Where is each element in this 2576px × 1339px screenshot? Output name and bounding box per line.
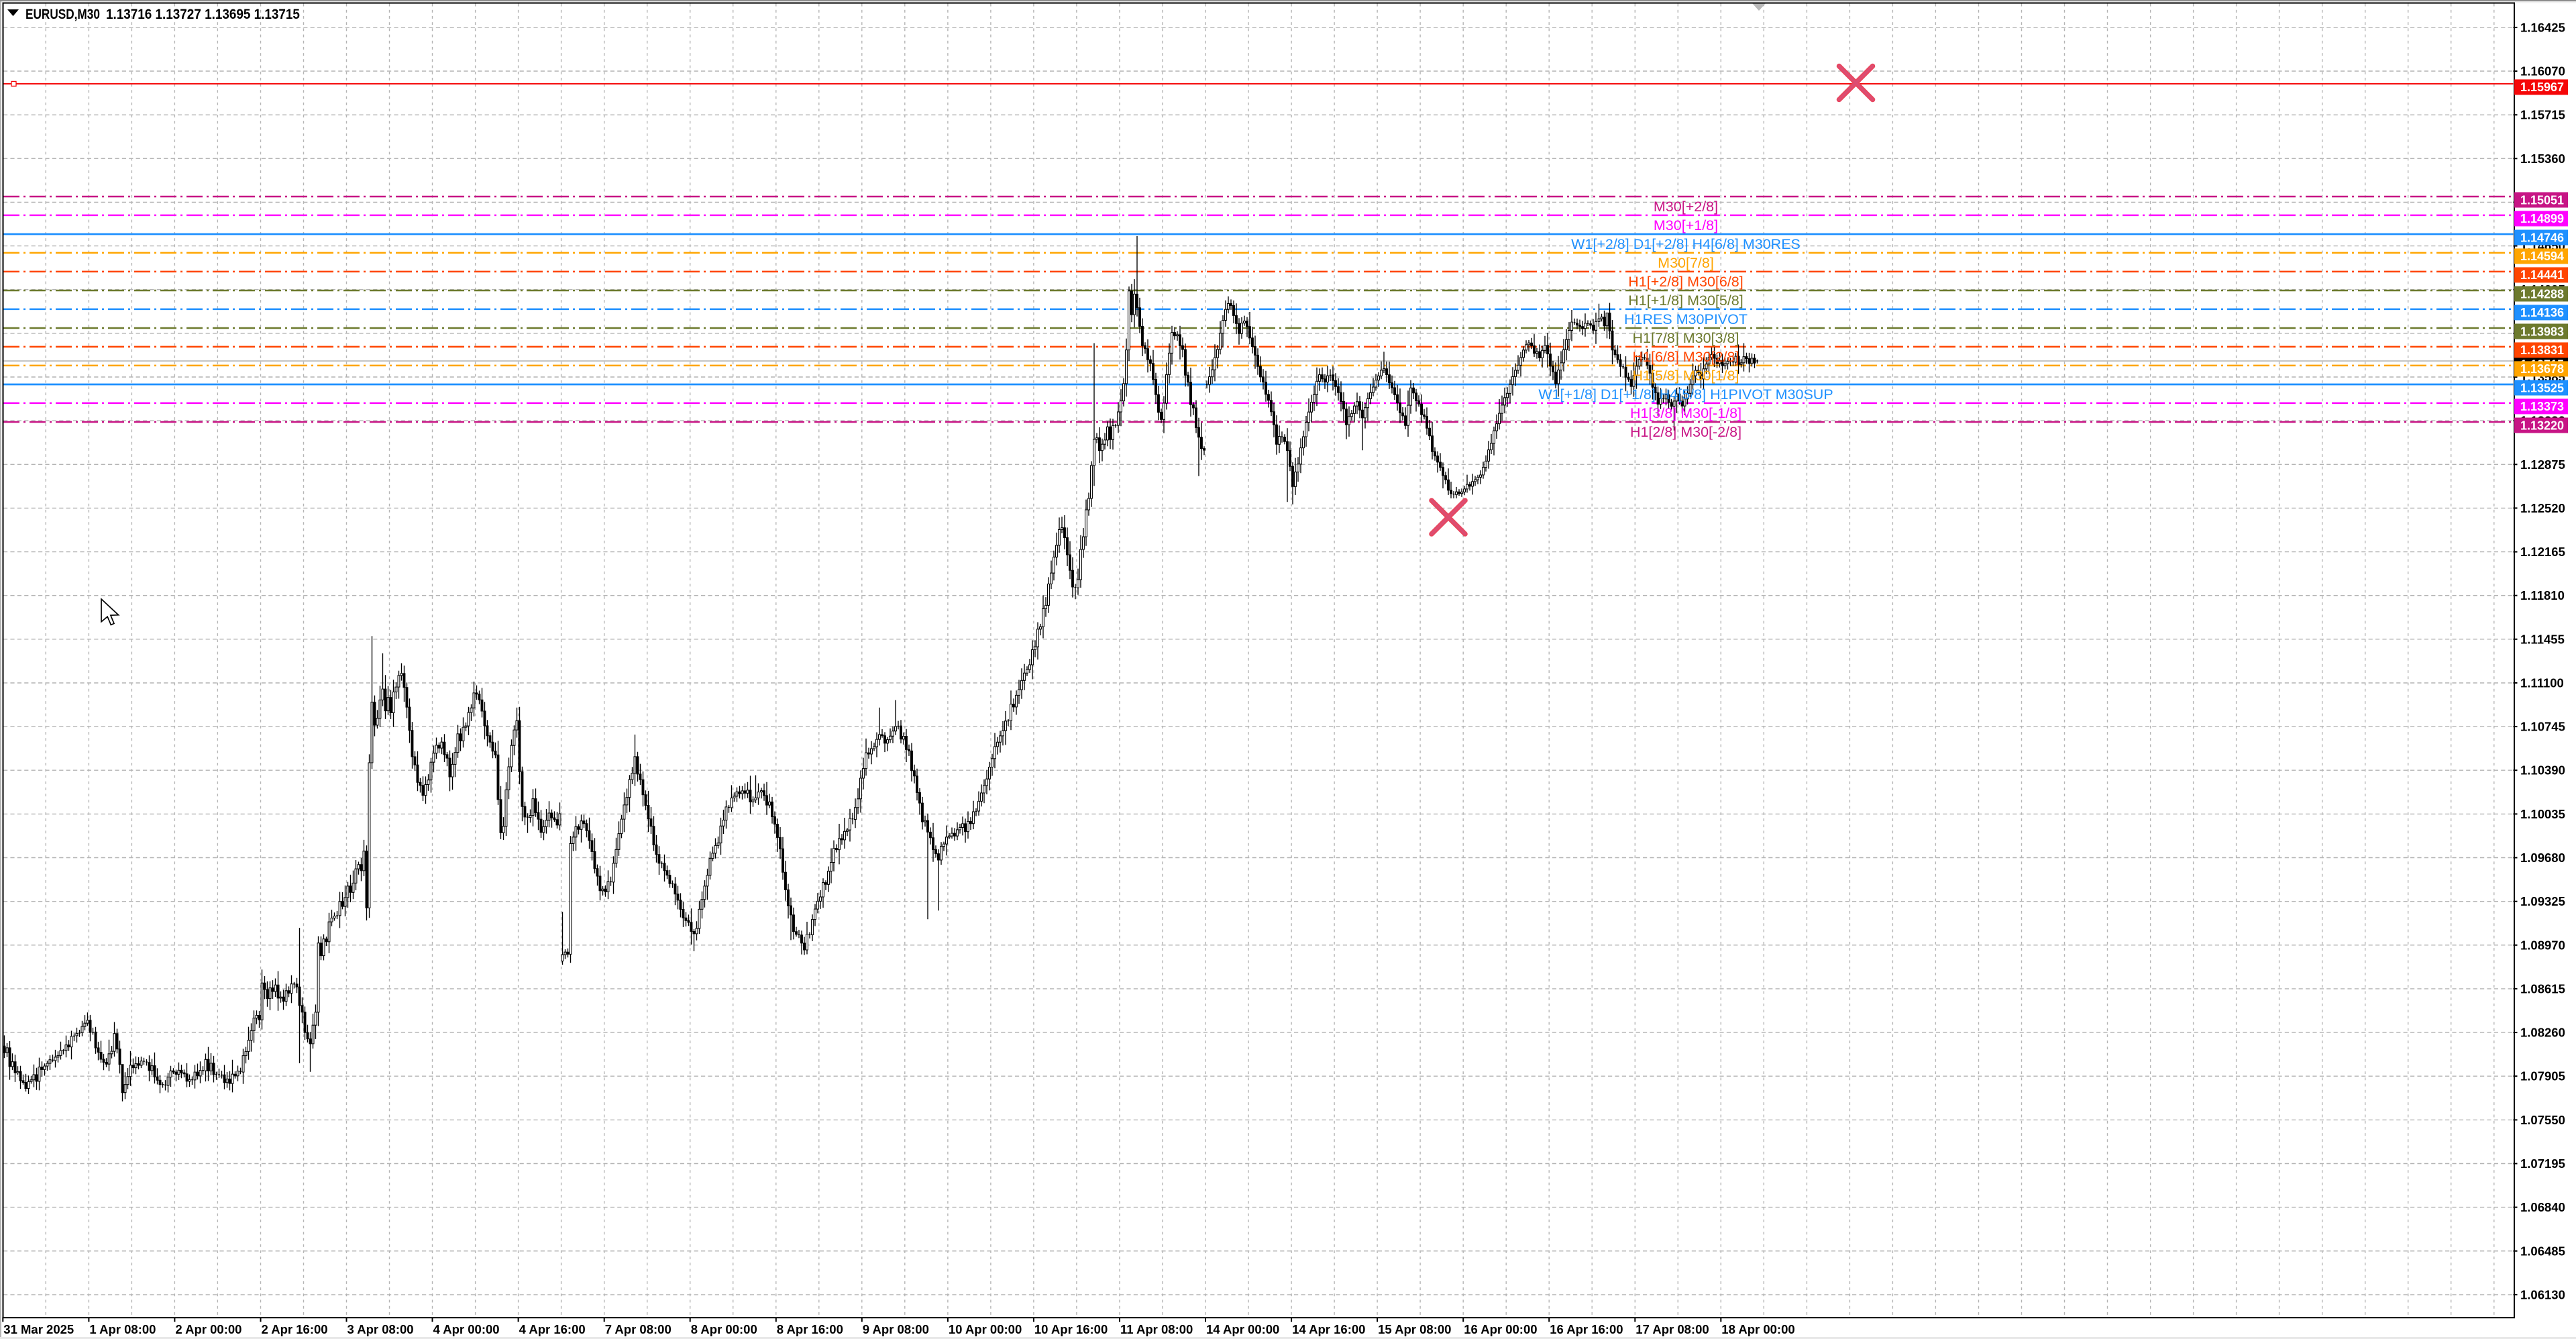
svg-text:10 Apr 00:00: 10 Apr 00:00: [949, 1322, 1022, 1336]
svg-text:1.08970: 1.08970: [2520, 938, 2565, 952]
svg-text:16 Apr 16:00: 16 Apr 16:00: [1550, 1322, 1623, 1336]
svg-text:1.13373: 1.13373: [2520, 400, 2564, 413]
svg-text:W1[+1/8] D1[+1/8] H4[5/8] H1PI: W1[+1/8] D1[+1/8] H4[5/8] H1PIVOT M30SUP: [1538, 386, 1833, 403]
svg-text:11 Apr 08:00: 11 Apr 08:00: [1120, 1322, 1193, 1336]
svg-text:1.12165: 1.12165: [2520, 545, 2565, 559]
svg-text:H1[+2/8] M30[6/8]: H1[+2/8] M30[6/8]: [1628, 274, 1743, 290]
svg-text:31 Mar 2025: 31 Mar 2025: [3, 1322, 74, 1336]
svg-text:EURUSD,M30: EURUSD,M30: [25, 7, 100, 23]
svg-text:1.14594: 1.14594: [2520, 250, 2564, 263]
svg-text:H1RES M30PIVOT: H1RES M30PIVOT: [1624, 311, 1748, 327]
svg-text:1.10035: 1.10035: [2520, 807, 2565, 821]
svg-text:1.13831: 1.13831: [2520, 343, 2564, 357]
svg-text:16 Apr 00:00: 16 Apr 00:00: [1464, 1322, 1537, 1336]
svg-text:M30[+1/8]: M30[+1/8]: [1654, 217, 1718, 233]
svg-text:1.14136: 1.14136: [2520, 306, 2564, 319]
svg-text:1.12875: 1.12875: [2520, 458, 2565, 472]
svg-text:8 Apr 00:00: 8 Apr 00:00: [691, 1322, 757, 1336]
svg-text:4 Apr 16:00: 4 Apr 16:00: [519, 1322, 586, 1336]
svg-text:1.13716 1.13727 1.13695 1.1371: 1.13716 1.13727 1.13695 1.13715: [106, 7, 300, 22]
svg-text:H1[2/8] M30[-2/8]: H1[2/8] M30[-2/8]: [1630, 424, 1741, 440]
svg-text:H1[7/8] M30[3/8]: H1[7/8] M30[3/8]: [1633, 330, 1739, 346]
svg-text:1.06485: 1.06485: [2520, 1244, 2565, 1258]
svg-text:17 Apr 08:00: 17 Apr 08:00: [1635, 1322, 1709, 1336]
svg-text:M30[+2/8]: M30[+2/8]: [1654, 199, 1718, 215]
svg-text:1.08260: 1.08260: [2520, 1026, 2565, 1040]
svg-text:1.14288: 1.14288: [2520, 287, 2564, 301]
svg-text:H1[6/8] M30[2/8]: H1[6/8] M30[2/8]: [1633, 349, 1739, 365]
svg-text:1.06130: 1.06130: [2520, 1287, 2565, 1301]
svg-text:M30[7/8]: M30[7/8]: [1658, 255, 1714, 271]
svg-text:1.14899: 1.14899: [2520, 212, 2564, 225]
svg-text:1.14441: 1.14441: [2520, 268, 2564, 282]
svg-text:H1[3/8] M30[-1/8]: H1[3/8] M30[-1/8]: [1630, 405, 1741, 421]
svg-text:H1[5/8] M30[1/8]: H1[5/8] M30[1/8]: [1633, 368, 1739, 384]
svg-text:2 Apr 00:00: 2 Apr 00:00: [175, 1322, 241, 1336]
svg-text:1.09680: 1.09680: [2520, 851, 2565, 865]
svg-text:10 Apr 16:00: 10 Apr 16:00: [1034, 1322, 1108, 1336]
svg-text:1.09325: 1.09325: [2520, 894, 2565, 908]
svg-text:14 Apr 16:00: 14 Apr 16:00: [1292, 1322, 1365, 1336]
svg-text:1 Apr 08:00: 1 Apr 08:00: [89, 1322, 156, 1336]
svg-text:W1[+2/8] D1[+2/8] H4[6/8] M30R: W1[+2/8] D1[+2/8] H4[6/8] M30RES: [1571, 236, 1801, 252]
svg-text:1.13525: 1.13525: [2520, 381, 2564, 394]
svg-text:1.15051: 1.15051: [2520, 193, 2564, 207]
svg-text:1.13983: 1.13983: [2520, 325, 2564, 338]
svg-text:3 Apr 08:00: 3 Apr 08:00: [347, 1322, 414, 1336]
svg-text:1.11100: 1.11100: [2520, 676, 2564, 690]
svg-text:1.06840: 1.06840: [2520, 1200, 2565, 1214]
svg-text:1.12520: 1.12520: [2520, 501, 2565, 515]
svg-text:7 Apr 08:00: 7 Apr 08:00: [605, 1322, 672, 1336]
svg-text:15 Apr 08:00: 15 Apr 08:00: [1378, 1322, 1451, 1336]
svg-text:1.15715: 1.15715: [2520, 108, 2565, 122]
svg-text:4 Apr 00:00: 4 Apr 00:00: [433, 1322, 500, 1336]
svg-text:9 Apr 08:00: 9 Apr 08:00: [863, 1322, 929, 1336]
svg-text:2 Apr 16:00: 2 Apr 16:00: [262, 1322, 328, 1336]
svg-text:1.13678: 1.13678: [2520, 362, 2564, 376]
svg-text:1.10745: 1.10745: [2520, 720, 2565, 734]
svg-text:1.07195: 1.07195: [2520, 1157, 2565, 1171]
svg-text:1.16070: 1.16070: [2520, 64, 2565, 78]
svg-text:18 Apr 00:00: 18 Apr 00:00: [1721, 1322, 1794, 1336]
svg-text:1.15360: 1.15360: [2520, 152, 2565, 166]
svg-text:1.11810: 1.11810: [2520, 588, 2565, 602]
svg-text:1.16425: 1.16425: [2520, 20, 2565, 34]
svg-text:1.07905: 1.07905: [2520, 1069, 2565, 1083]
svg-text:1.13220: 1.13220: [2520, 419, 2564, 432]
svg-text:8 Apr 16:00: 8 Apr 16:00: [777, 1322, 843, 1336]
svg-text:1.15967: 1.15967: [2520, 81, 2564, 94]
svg-text:1.14746: 1.14746: [2520, 231, 2564, 244]
svg-text:1.08615: 1.08615: [2520, 981, 2565, 996]
svg-text:1.07550: 1.07550: [2520, 1113, 2565, 1127]
svg-text:1.10390: 1.10390: [2520, 763, 2565, 778]
svg-text:14 Apr 00:00: 14 Apr 00:00: [1206, 1322, 1279, 1336]
svg-text:H1[+1/8] M30[5/8]: H1[+1/8] M30[5/8]: [1628, 292, 1743, 309]
svg-text:1.11455: 1.11455: [2520, 632, 2565, 646]
